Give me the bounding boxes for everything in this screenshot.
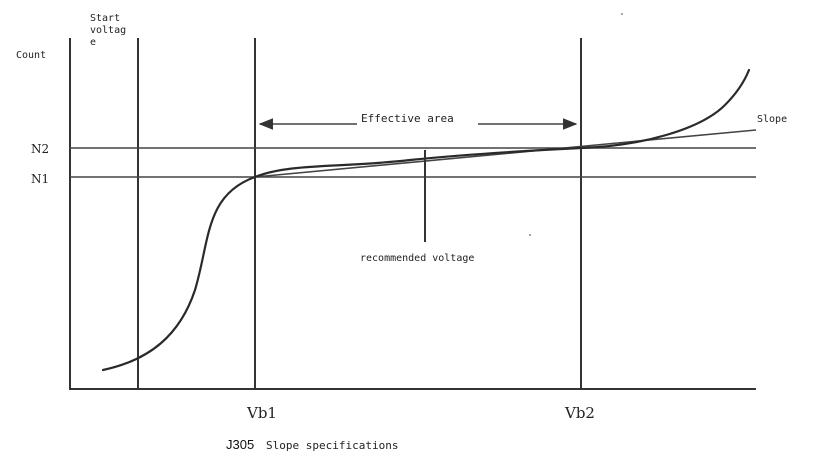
slope-label: Slope [757,114,787,125]
vb1-label: Vb1 [246,404,277,422]
caption-text: Slope specifications [266,439,398,452]
effective-area-label: Effective area [361,112,454,125]
caption-id: J305 [226,437,254,452]
start-voltage-label-2: voltag [90,25,126,36]
n1-label: N1 [31,172,49,186]
vb2-label: Vb2 [564,404,595,422]
y-axis-label: Count [16,50,46,61]
recommended-voltage-label: recommended voltage [360,253,474,264]
n2-label: N2 [31,142,49,156]
speck [621,13,623,15]
start-voltage-label-1: Start [90,13,120,24]
slope-line [254,129,757,178]
start-voltage-label-3: e [90,37,96,48]
speck [529,234,531,236]
count-voltage-curve [101,68,751,372]
